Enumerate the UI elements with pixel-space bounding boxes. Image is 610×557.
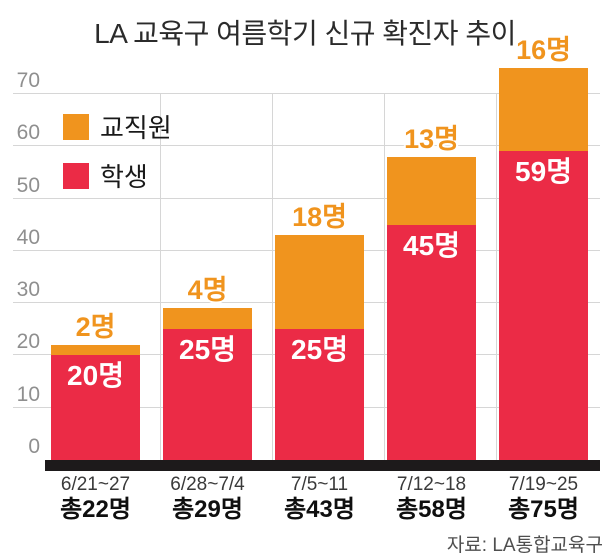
x-axis-date-label: 7/5~11: [290, 474, 349, 495]
bar-segment-students: [275, 329, 364, 460]
y-tick-label: 40: [16, 225, 40, 249]
bar-segment-students: [51, 355, 140, 460]
y-gridline: [13, 197, 600, 199]
bar-segment-students: [499, 151, 588, 460]
category-gridline: [496, 94, 497, 460]
x-axis-total-label: 총75명: [508, 496, 579, 523]
y-tick-label: 0: [28, 435, 40, 458]
x-axis-date-label: 7/12~18: [396, 474, 467, 495]
x-axis-line: [45, 460, 600, 471]
students-value-label: 59명: [515, 156, 572, 188]
staff-value-label: 4명: [187, 275, 228, 306]
legend-item-students: 학생: [63, 157, 148, 194]
bar-segment-students: [163, 329, 252, 460]
category-gridline: [272, 94, 273, 460]
x-axis-total-label: 총58명: [396, 496, 467, 523]
legend-label-staff: 교직원: [100, 113, 172, 143]
students-value-label: 25명: [179, 334, 236, 366]
students-color-swatch: [63, 162, 89, 189]
y-tick-label: 60: [16, 121, 40, 145]
bar-segment-staff: [387, 156, 476, 225]
y-tick-label: 70: [16, 68, 40, 92]
source-credit: 자료: LA통합교육구: [446, 535, 603, 556]
staff-color-swatch: [63, 113, 89, 140]
x-axis-date-label: 7/19~25: [508, 474, 579, 495]
y-tick-label: 10: [16, 382, 40, 406]
students-value-label: 20명: [67, 360, 124, 392]
y-tick-label: 50: [16, 173, 40, 197]
bar-segment-students: [387, 224, 476, 460]
y-tick-label: 30: [16, 278, 40, 302]
y-gridline: [13, 145, 600, 147]
x-axis-date-label: 6/21~27: [60, 474, 131, 495]
legend-label-students: 학생: [100, 162, 148, 192]
bar-segment-staff: [163, 308, 252, 330]
staff-value-label: 2명: [75, 311, 116, 342]
staff-value-label: 16명: [516, 34, 571, 65]
chart-title: LA 교육구 여름학기 신규 확진자 추이: [94, 18, 516, 49]
legend-item-staff: 교직원: [63, 108, 172, 145]
students-value-label: 25명: [291, 334, 348, 366]
y-gridline: [13, 92, 600, 94]
category-gridline: [384, 94, 385, 460]
x-axis-total-label: 총29명: [172, 496, 243, 523]
students-value-label: 45명: [403, 229, 460, 261]
x-axis-total-label: 총22명: [60, 496, 131, 523]
staff-value-label: 18명: [292, 202, 347, 233]
y-tick-label: 20: [16, 330, 40, 354]
x-axis-date-label: 6/28~7/4: [170, 474, 245, 495]
bar-segment-staff: [51, 344, 140, 356]
x-axis-total-label: 총43명: [284, 496, 355, 523]
staff-value-label: 13명: [404, 123, 459, 154]
category-gridline: [160, 94, 161, 460]
bar-segment-staff: [275, 235, 364, 330]
bar-segment-staff: [499, 67, 588, 152]
